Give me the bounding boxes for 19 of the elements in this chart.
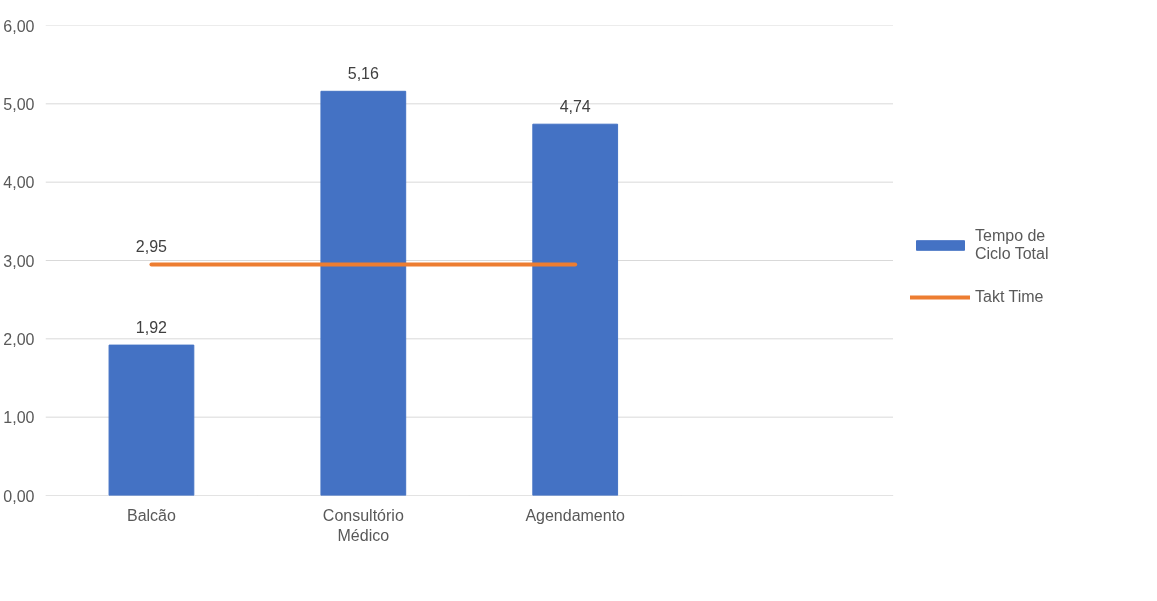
y-tick-label: 1,00 [3,409,35,427]
y-tick-label: 3,00 [3,252,35,270]
x-tick-label: Consultório Médico [322,506,404,544]
data-label: 1,92 [135,319,168,337]
x-tick-label: Balcão [126,506,176,524]
y-tick-label: 5,00 [3,95,35,113]
data-label: 5,16 [347,65,379,83]
data-label: 2,95 [135,238,168,256]
y-tick-label: 6,00 [3,17,35,35]
legend-label: Takt Time [975,287,1044,307]
bar [532,123,619,496]
bar [320,90,407,496]
y-tick-label: 4,00 [3,174,35,192]
legend-label: Tempo de Ciclo Total [975,227,1049,263]
bar [108,344,195,496]
y-tick-label: 0,00 [3,487,35,505]
x-tick-label: Agendamento [525,506,626,524]
y-tick-label: 2,00 [3,330,35,348]
data-label: 4,74 [559,98,591,116]
